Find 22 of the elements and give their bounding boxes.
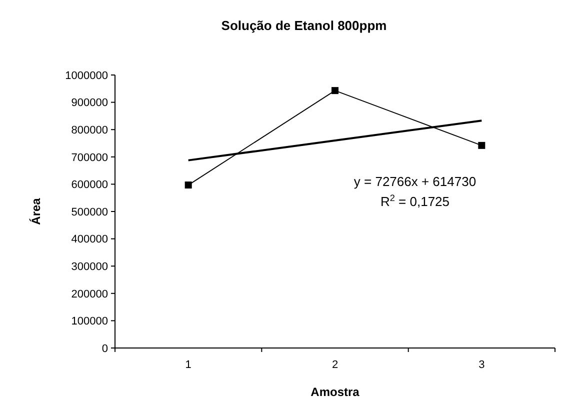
x-tick-label: 3 [478, 359, 485, 371]
y-tick-label: 400000 [71, 234, 108, 246]
annotation: R$^{2}$ = 0,1725 [380, 193, 450, 209]
point [332, 87, 338, 94]
chart-title: Solução de Etanol 800ppm [221, 18, 387, 33]
x-tick-label: 1 [185, 359, 192, 371]
y-tick-label: 600000 [71, 179, 108, 192]
y-tick-label: 200000 [71, 288, 108, 300]
y-tick-label: 1000000 [65, 70, 108, 82]
y-tick-label: 100000 [71, 316, 108, 328]
y-tick-label: 800000 [71, 124, 108, 136]
y-tick-label: 0 [102, 342, 108, 355]
y-tick-label: 900000 [71, 97, 108, 110]
y-tick-label: 700000 [71, 152, 108, 164]
y-tick-label: 500000 [71, 206, 108, 218]
point [184, 182, 192, 189]
x-axis-title: Amostra [310, 385, 360, 399]
point [478, 142, 486, 149]
annotation: y = 72766x + 614730 [354, 174, 476, 189]
x-tick-label: 2 [332, 359, 338, 371]
y-tick-label: 300000 [71, 260, 108, 273]
y-axis-title: Área [29, 198, 43, 225]
